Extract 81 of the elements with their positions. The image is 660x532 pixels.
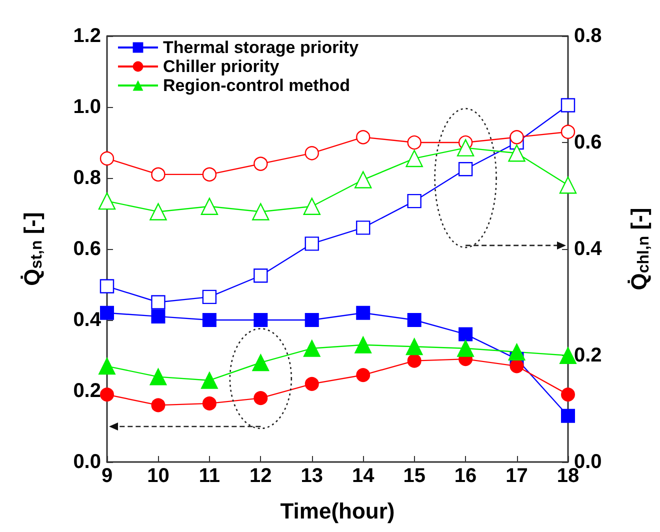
point bbox=[508, 343, 526, 360]
legend-label: Region-control method bbox=[163, 76, 350, 95]
point bbox=[151, 167, 166, 182]
y-tick-label: 0.4 bbox=[73, 309, 102, 331]
point bbox=[254, 268, 268, 283]
x-tick-label: 12 bbox=[250, 465, 272, 487]
point bbox=[100, 151, 114, 166]
y2-axis-title: Q̇chl,n [-] bbox=[626, 208, 652, 290]
legend-label: Thermal storage priority bbox=[163, 38, 360, 57]
point bbox=[200, 198, 218, 215]
point bbox=[456, 139, 474, 156]
point bbox=[254, 156, 268, 171]
y-axis-title: Q̇st,n [-] bbox=[20, 212, 46, 286]
point bbox=[202, 313, 216, 327]
point bbox=[354, 336, 372, 354]
point bbox=[98, 358, 116, 375]
point bbox=[202, 167, 217, 182]
point bbox=[252, 203, 270, 220]
point bbox=[151, 398, 166, 412]
point bbox=[406, 338, 423, 356]
point bbox=[304, 236, 319, 251]
y-tick-label: 0.6 bbox=[73, 238, 101, 260]
point bbox=[254, 313, 268, 327]
x-tick-label: 15 bbox=[403, 465, 426, 487]
y-tick-label: 1.0 bbox=[73, 96, 101, 118]
point bbox=[457, 340, 474, 357]
point bbox=[356, 306, 370, 320]
point bbox=[100, 279, 114, 294]
point bbox=[202, 290, 217, 304]
y2-tick-label: 0.2 bbox=[574, 344, 602, 366]
point bbox=[356, 130, 370, 144]
point bbox=[100, 388, 114, 402]
point bbox=[303, 340, 320, 357]
point bbox=[356, 220, 370, 235]
x-tick-label: 17 bbox=[506, 465, 528, 487]
point bbox=[560, 124, 576, 139]
point bbox=[150, 368, 167, 386]
legend-label: Chiller priority bbox=[163, 57, 280, 76]
point bbox=[150, 203, 167, 220]
point bbox=[304, 146, 319, 160]
y-tick-label: 0.8 bbox=[73, 167, 101, 189]
point bbox=[303, 198, 320, 215]
point bbox=[508, 144, 526, 162]
point bbox=[407, 313, 422, 327]
y2-tick-label: 0.6 bbox=[574, 132, 602, 154]
point bbox=[406, 150, 423, 168]
point bbox=[407, 194, 422, 208]
x-axis-title: Time(hour) bbox=[280, 498, 395, 524]
x-tick-label: 9 bbox=[101, 465, 113, 487]
point bbox=[100, 306, 114, 320]
point bbox=[151, 295, 166, 310]
point bbox=[407, 135, 422, 150]
x-tick-label: 14 bbox=[352, 465, 376, 487]
point bbox=[510, 130, 524, 144]
point bbox=[560, 98, 576, 112]
x-tick-label: 16 bbox=[454, 465, 477, 487]
point bbox=[254, 391, 268, 406]
point bbox=[407, 354, 422, 368]
y2-tick-label: 0.4 bbox=[574, 238, 603, 260]
y-tick-label: 0.2 bbox=[73, 380, 101, 402]
point bbox=[202, 396, 216, 410]
x-tick-label: 10 bbox=[147, 465, 170, 487]
point bbox=[98, 192, 116, 210]
point bbox=[354, 171, 372, 188]
point bbox=[510, 359, 524, 374]
point bbox=[304, 313, 319, 327]
y-tick-label: 0.0 bbox=[73, 451, 101, 473]
y-tick-label: 1.2 bbox=[73, 25, 101, 47]
point bbox=[561, 388, 575, 402]
point bbox=[200, 372, 218, 389]
point bbox=[304, 376, 319, 391]
y2-tick-label: 0.8 bbox=[574, 25, 602, 47]
point bbox=[559, 176, 577, 194]
x-tick-label: 11 bbox=[198, 465, 220, 487]
point bbox=[561, 408, 575, 423]
point bbox=[458, 162, 473, 176]
point bbox=[151, 309, 166, 324]
point bbox=[252, 354, 270, 372]
x-tick-label: 13 bbox=[300, 465, 324, 487]
point bbox=[356, 368, 370, 382]
point bbox=[458, 327, 473, 342]
